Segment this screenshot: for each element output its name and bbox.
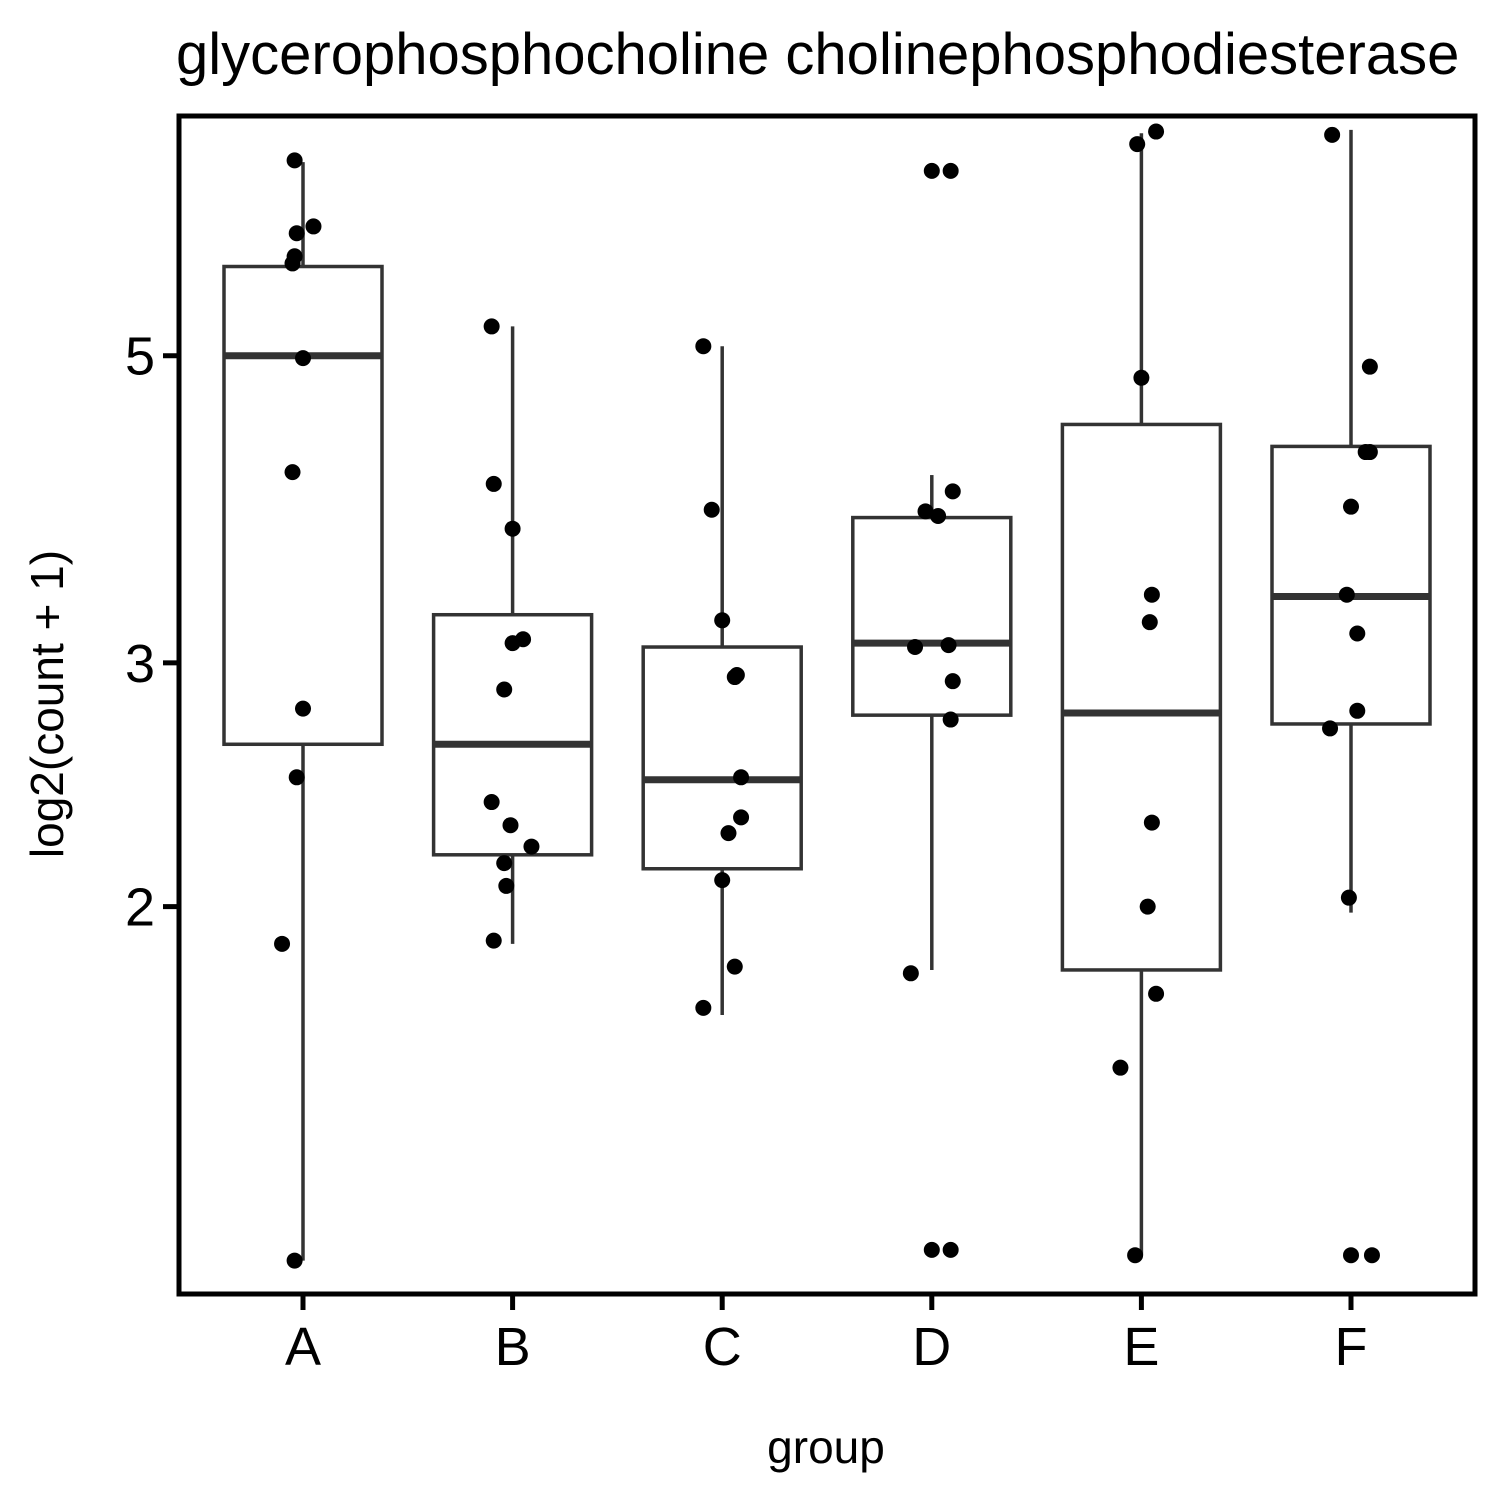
x-tick-label: E — [1123, 1317, 1159, 1377]
data-point-d — [940, 637, 957, 654]
data-point-e — [1143, 814, 1160, 831]
data-point-d — [907, 639, 924, 656]
data-point-b — [504, 635, 521, 652]
data-point-f — [1363, 1247, 1380, 1264]
data-point-f — [1349, 702, 1366, 719]
y-tick-label: 3 — [125, 634, 155, 694]
data-point-f — [1324, 126, 1341, 143]
x-tick-label: B — [495, 1317, 531, 1377]
box-e — [1060, 422, 1223, 972]
data-point-c — [726, 958, 743, 975]
data-point-f — [1343, 498, 1359, 515]
data-point-d — [942, 711, 959, 728]
data-point-b — [485, 475, 502, 492]
y-tick-label: 5 — [125, 327, 155, 387]
axes: 2 3 5 A B C D E F — [125, 327, 1368, 1377]
box-b — [431, 612, 594, 857]
data-point-e — [1141, 614, 1158, 631]
data-point-f — [1343, 1247, 1359, 1264]
data-point-e — [1143, 586, 1160, 603]
data-point-a — [274, 935, 291, 952]
data-point-a — [295, 350, 311, 367]
data-point-d — [944, 673, 961, 690]
data-point-f — [1322, 720, 1339, 737]
data-point-d — [942, 162, 959, 179]
box-a — [222, 264, 384, 747]
box-f — [1270, 444, 1432, 726]
data-point-f — [1349, 625, 1366, 642]
data-point-d — [917, 503, 934, 520]
data-point-d — [902, 965, 919, 982]
data-point-b — [483, 794, 500, 811]
chart-title: glycerophosphocholine cholinephosphodies… — [176, 22, 1459, 87]
data-point-c — [720, 825, 737, 842]
data-point-e — [1148, 123, 1165, 140]
data-point-e — [1133, 369, 1150, 386]
data-point-d — [944, 483, 961, 500]
data-point-e — [1148, 985, 1165, 1002]
x-tick-label: D — [912, 1317, 951, 1377]
data-point-e — [1139, 898, 1156, 915]
data-point-f — [1361, 444, 1378, 461]
data-point-b — [496, 855, 513, 872]
data-point-d — [923, 1241, 940, 1258]
data-point-d — [942, 1241, 959, 1258]
data-point-a — [284, 464, 301, 481]
data-point-d — [923, 162, 940, 179]
data-point-e — [1127, 1247, 1144, 1264]
data-point-e — [1129, 136, 1146, 153]
plot-frame — [176, 113, 1478, 1297]
data-point-f — [1340, 889, 1357, 906]
x-tick-label: C — [703, 1317, 742, 1377]
data-point-a — [295, 700, 311, 717]
data-point-a — [305, 218, 322, 235]
data-point-c — [703, 501, 720, 518]
box-d — [851, 515, 1013, 717]
data-point-c — [695, 999, 712, 1016]
plot-area — [222, 123, 1432, 1269]
data-point-c — [733, 809, 750, 826]
box-c — [641, 645, 803, 871]
y-tick-label: 2 — [125, 878, 155, 938]
x-axis-title: group — [767, 1421, 885, 1473]
x-tick-label: A — [285, 1317, 321, 1377]
x-tick-label: F — [1335, 1317, 1368, 1377]
data-point-f — [1338, 586, 1355, 603]
data-point-c — [695, 338, 712, 355]
data-point-b — [496, 681, 513, 698]
data-point-b — [504, 520, 521, 537]
data-point-c — [726, 669, 743, 686]
data-point-c — [733, 769, 750, 786]
data-point-e — [1112, 1059, 1129, 1076]
data-point-b — [523, 838, 540, 855]
data-point-b — [502, 817, 519, 834]
data-point-a — [288, 225, 305, 242]
data-point-a — [286, 152, 303, 169]
data-point-b — [485, 932, 502, 949]
data-point-a — [286, 1252, 303, 1269]
data-point-d — [930, 508, 947, 525]
data-point-f — [1361, 358, 1378, 375]
data-point-a — [288, 769, 305, 786]
data-point-c — [714, 612, 731, 629]
data-point-c — [714, 872, 731, 889]
data-point-a — [284, 255, 301, 272]
y-axis-title: log2(count + 1) — [21, 550, 73, 858]
data-point-b — [483, 318, 500, 335]
data-point-b — [498, 877, 515, 894]
